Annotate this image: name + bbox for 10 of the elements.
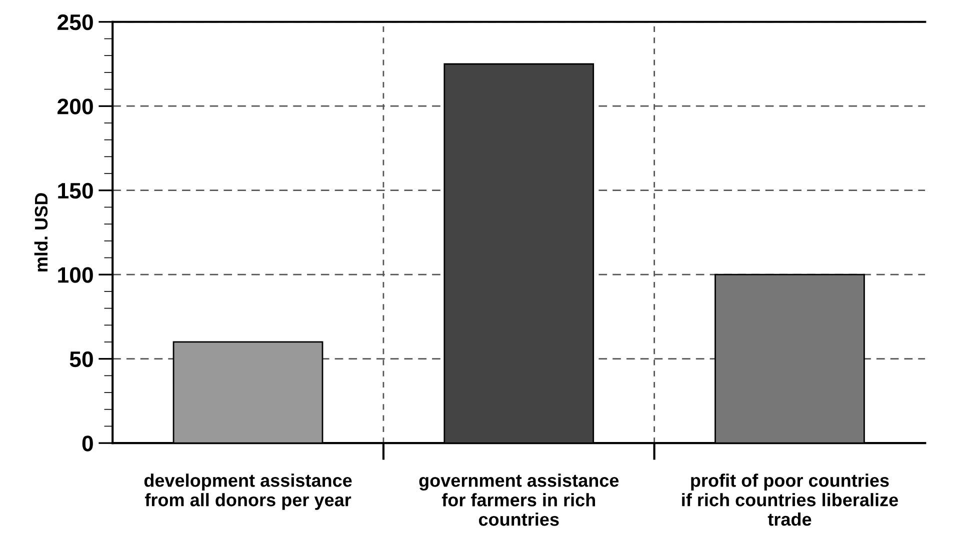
x-tick-label: profit of poor countries if rich countries liberalize trade [682, 474, 898, 526]
y-tick-label: 200 [58, 98, 93, 114]
y-tick-label: 50 [70, 351, 93, 368]
y-axis-title: mld. USD [34, 193, 48, 272]
y-tick-label: 250 [58, 14, 93, 30]
x-tick-label: government assistance for farmers in rich countries [419, 474, 619, 526]
y-tick-label: 0 [82, 436, 93, 452]
x-tick-label: development assistance from all donors per year [144, 474, 352, 510]
y-tick-label: 150 [58, 182, 93, 199]
y-tick-label: 100 [58, 267, 93, 283]
